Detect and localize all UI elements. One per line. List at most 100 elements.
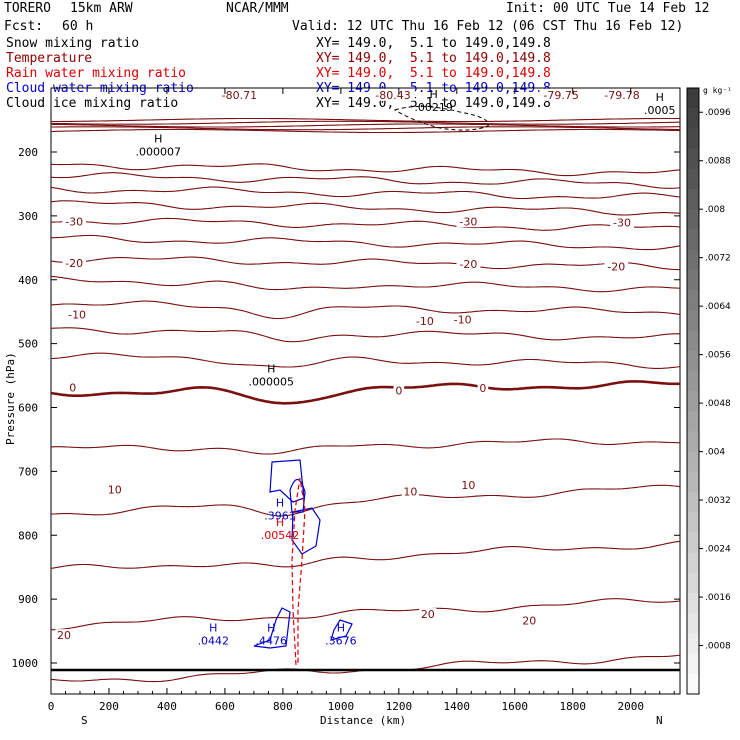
isotherm [50,484,681,517]
isotherm [50,120,680,125]
extremum-marker: H [209,621,217,634]
extremum-value: .00542 [261,529,300,542]
y-tick-label: 300 [18,210,38,223]
isotherm [50,540,681,569]
colorbar-segment [687,330,699,352]
colorbar-segment [687,613,699,634]
isotherm [50,438,680,455]
isotherm [50,380,680,405]
field-label: Temperature [6,51,93,66]
colorbar-tick-label: .0088 [705,157,731,167]
isotherm-label: 20 [421,608,435,621]
colorbar-segment [687,512,699,533]
colorbar-segment [687,370,699,392]
isotherm-label: 20 [57,629,71,642]
y-tick-label: 700 [18,465,38,478]
colorbar-frame [686,87,700,695]
isotherm-label: -79.78 [604,89,639,102]
contour-label-background [477,381,489,394]
colorbar-segment [687,391,699,412]
y-tick-label: 800 [18,529,38,542]
colorbar-segment [687,148,699,170]
colorbar-tick-label: .0024 [705,545,731,555]
extremum-value: .000007 [135,146,181,159]
forecast-hour: 60 h [62,19,94,34]
colorbar-segment [687,189,699,210]
colorbar-tick-label: .0096 [705,108,731,118]
x-tick-label: 0 [48,700,55,713]
isotherm-label: -30 [613,217,631,230]
colorbar-segment [687,431,699,453]
colorbar-segment [687,653,699,675]
extremum-value: .3676 [325,634,357,647]
colorbar-segment [687,128,699,150]
isotherm-label: 0 [479,382,486,395]
y-tick-label: 1000 [12,657,39,670]
colorbar-unit: g kg⁻¹ [703,86,732,95]
contour-label-background [401,485,420,498]
extremum-marker: H [429,88,437,101]
isotherm [50,327,681,343]
isotherm [51,598,681,631]
x-tick-label: 600 [215,700,235,713]
field-xy: XY= 149.0, 5.1 to 149.0,149.8 [316,51,551,66]
colorbar-segment [687,290,699,311]
temperature-contours [50,117,681,683]
isotherm-label: -79.75 [543,89,578,102]
contour-label-background [393,384,405,397]
field-xy: XY= 149.0, 5.1 to 149.0,149.8 [316,36,551,51]
contour-label-background [67,381,79,394]
isotherm [50,300,681,320]
colorbar-segment [687,88,699,109]
y-axis-title: Pressure (hPa) [4,352,17,445]
extremum-value: .00219 [414,101,453,114]
extremum-value: .000005 [249,376,295,389]
cloud-water-contour [330,619,353,641]
extremum-marker: H [267,363,275,376]
colorbar-tick-label: .0048 [705,399,731,409]
x-tick-label: 1800 [560,700,587,713]
isotherm [50,200,681,216]
contour-label-background [217,88,262,101]
extremum-value: .0442 [198,634,230,647]
isotherm-label: 10 [403,485,417,498]
y-tick-label: 400 [18,274,38,287]
contour-labels: -80.71 -80.43 -79.75 -79.78 -30 -30 -30 -20 -20 -… [55,88,675,647]
cloud-water-contour [253,607,291,649]
colorbar-tick-label: .004 [705,448,725,458]
colorbar-segment [687,411,699,432]
contour-label-background [62,256,87,269]
cloud-water-contour [289,478,306,513]
isotherm-label: -80.43 [375,89,410,102]
contour-label-background [106,483,124,496]
colorbar-tick-label: .0064 [705,302,731,312]
forecast-label: Fcst: [4,19,44,34]
colorbar-segment [687,532,699,554]
isotherm-label: 0 [69,381,76,394]
extremum-marker: H [337,621,345,634]
x-tick-label: 1400 [444,700,471,713]
extremum-marker: H [154,133,162,146]
isotherm-label: 0 [395,385,402,398]
isotherm [51,126,680,131]
center-name: NCAR/MMM [226,1,289,16]
colorbar-segment [687,572,699,594]
extremum-marker: H [267,621,275,634]
x-tick-label: 2000 [617,700,644,713]
field-label: Rain water mixing ratio [6,66,187,81]
isotherm [50,186,681,200]
contour-label-background [604,260,629,273]
x-axis-right-end: N [656,714,663,727]
isotherm [50,256,680,271]
colorbar-segment [687,633,699,655]
cloud-water-contour [269,459,305,503]
y-tick-label: 900 [18,593,38,606]
isotherm-label: 10 [461,479,475,492]
isotherm-label: -10 [416,315,434,328]
contour-label-background [600,88,644,101]
contour-label-background [459,479,478,492]
y-tick-label: 500 [18,338,38,351]
contour-label-background [419,608,437,621]
extremum-value: .0005 [644,104,676,117]
